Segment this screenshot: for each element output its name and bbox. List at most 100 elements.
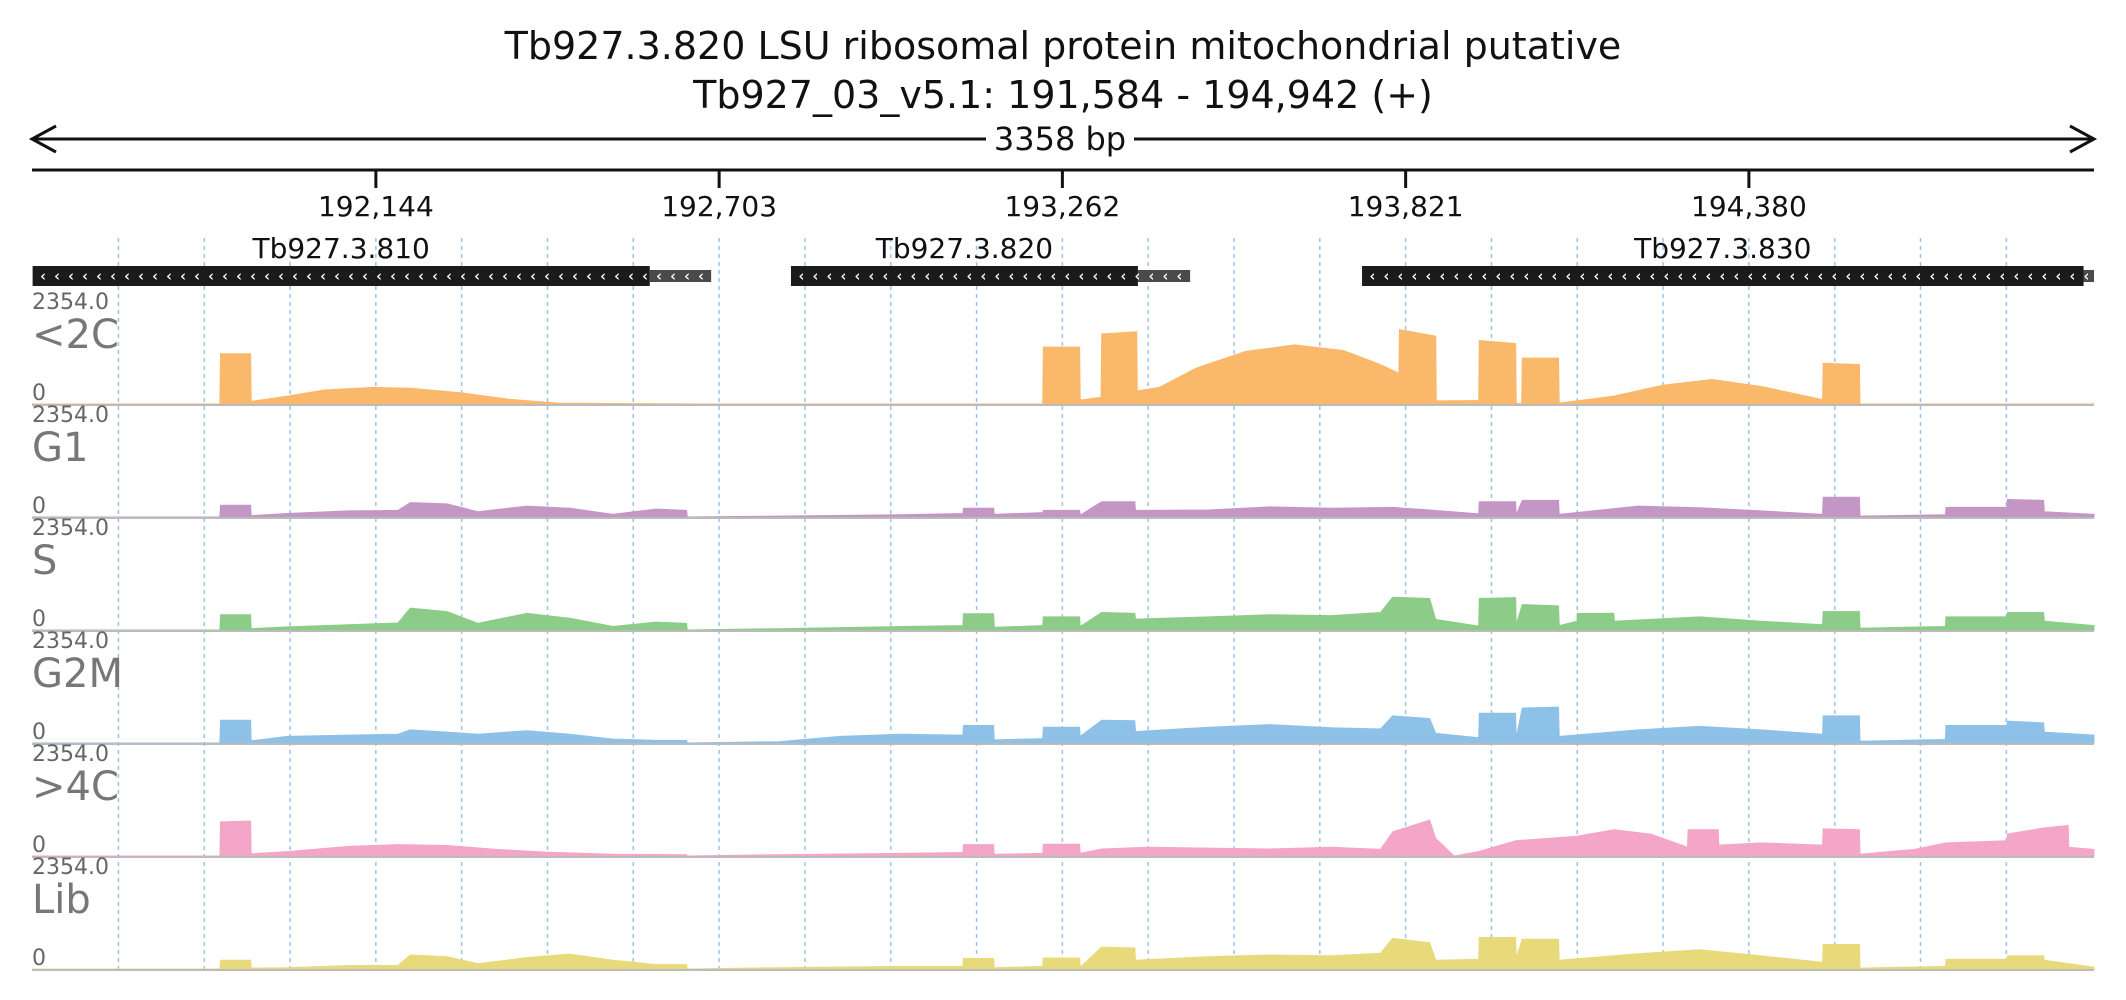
gene-Tb927.3.820[interactable]: ‹ ‹ ‹ ‹ ‹ ‹ ‹ ‹ ‹ ‹ ‹ ‹ ‹ ‹ ‹ ‹ ‹ ‹ ‹ ‹ ‹ ‹ ‹ ‹ ‹ ‹ ‹ ‹ Tb927.3.820 bbox=[790, 232, 1191, 286]
strand-chevron-icon: ‹ bbox=[979, 267, 988, 285]
strand-chevron-icon: ‹ bbox=[95, 267, 104, 285]
strand-chevron-icon: ‹ bbox=[1620, 267, 1629, 285]
strand-chevron-icon: ‹ bbox=[543, 267, 552, 285]
strand-chevron-icon: ‹ bbox=[937, 267, 946, 285]
strand-chevron-icon: ‹ bbox=[613, 267, 622, 285]
strand-chevron-icon: ‹ bbox=[1494, 267, 1503, 285]
strand-chevron-icon: ‹ bbox=[221, 267, 230, 285]
strand-chevron-icon: ‹ bbox=[1844, 267, 1853, 285]
coverage-area bbox=[32, 329, 2094, 405]
strand-chevron-icon: ‹ bbox=[1788, 267, 1797, 285]
coverage-area bbox=[32, 706, 2095, 744]
strand-chevron-icon: ‹ bbox=[1928, 267, 1937, 285]
strand-chevron-icon: ‹ bbox=[697, 267, 706, 285]
gene-label: Tb927.3.810 bbox=[251, 232, 429, 265]
strand-chevron-icon: ‹ bbox=[627, 267, 636, 285]
gene-utr bbox=[649, 270, 712, 282]
strand-chevron-icon: ‹ bbox=[1984, 267, 1993, 285]
strand-chevron-icon: ‹ bbox=[1564, 267, 1573, 285]
gene-body bbox=[790, 266, 1138, 286]
tick-label: 193,821 bbox=[1348, 190, 1464, 223]
scale-label-background bbox=[986, 122, 1134, 156]
track-min-label: 0 bbox=[32, 946, 46, 971]
track-name: Lib bbox=[32, 877, 91, 923]
strand-chevron-icon: ‹ bbox=[207, 267, 216, 285]
strand-chevron-icon: ‹ bbox=[487, 267, 496, 285]
strand-chevron-icon: ‹ bbox=[1802, 267, 1811, 285]
track-name: <2C bbox=[32, 312, 119, 358]
strand-chevron-icon: ‹ bbox=[1368, 267, 1377, 285]
strand-chevron-icon: ‹ bbox=[165, 267, 174, 285]
strand-chevron-icon: ‹ bbox=[853, 267, 862, 285]
strand-chevron-icon: ‹ bbox=[1049, 267, 1058, 285]
gene-body bbox=[1362, 266, 2084, 286]
strand-chevron-icon: ‹ bbox=[1382, 267, 1391, 285]
strand-chevron-icon: ‹ bbox=[151, 267, 160, 285]
gene-Tb927.3.830[interactable]: ‹ ‹ ‹ ‹ ‹ ‹ ‹ ‹ ‹ ‹ ‹ ‹ ‹ ‹ ‹ ‹ ‹ ‹ ‹ ‹ ‹ ‹ ‹ ‹ ‹ ‹ ‹ ‹ ‹ ‹ ‹ ‹ ‹ ‹ ‹ ‹ ‹ ‹ ‹ ‹… bbox=[1362, 232, 2094, 286]
strand-chevron-icon: ‹ bbox=[867, 267, 876, 285]
strand-chevron-icon: ‹ bbox=[1816, 267, 1825, 285]
strand-chevron-icon: ‹ bbox=[1648, 267, 1657, 285]
strand-chevron-icon: ‹ bbox=[445, 267, 454, 285]
strand-chevron-icon: ‹ bbox=[431, 267, 440, 285]
gene-Tb927.3.810[interactable]: ‹ ‹ ‹ ‹ ‹ ‹ ‹ ‹ ‹ ‹ ‹ ‹ ‹ ‹ ‹ ‹ ‹ ‹ ‹ ‹ ‹ ‹ ‹ ‹ ‹ ‹ ‹ ‹ ‹ ‹ ‹ ‹ ‹ ‹ ‹ ‹ ‹ ‹ ‹ ‹… bbox=[32, 232, 712, 286]
strand-chevron-icon: ‹ bbox=[1091, 267, 1100, 285]
strand-chevron-icon: ‹ bbox=[1133, 267, 1142, 285]
strand-chevron-icon: ‹ bbox=[1676, 267, 1685, 285]
track-min-label: 0 bbox=[32, 833, 46, 858]
strand-chevron-icon: ‹ bbox=[797, 267, 806, 285]
track-name: S bbox=[32, 538, 57, 584]
strand-chevron-icon: ‹ bbox=[993, 267, 1002, 285]
strand-chevron-icon: ‹ bbox=[825, 267, 834, 285]
tick-label: 194,380 bbox=[1691, 190, 1807, 223]
strand-chevron-icon: ‹ bbox=[1119, 267, 1128, 285]
strand-chevron-icon: ‹ bbox=[81, 267, 90, 285]
strand-chevron-icon: ‹ bbox=[137, 267, 146, 285]
track-name: G2M bbox=[32, 651, 123, 697]
strand-chevron-icon: ‹ bbox=[1662, 267, 1671, 285]
gene-utr bbox=[1137, 270, 1191, 282]
strand-chevron-icon: ‹ bbox=[291, 267, 300, 285]
strand-chevron-icon: ‹ bbox=[683, 267, 692, 285]
strand-chevron-icon: ‹ bbox=[375, 267, 384, 285]
strand-chevron-icon: ‹ bbox=[1161, 267, 1170, 285]
strand-chevron-icon: ‹ bbox=[1410, 267, 1419, 285]
strand-chevron-icon: ‹ bbox=[1900, 267, 1909, 285]
track-4: 2354.0>4C 0 bbox=[32, 742, 2095, 858]
strand-chevron-icon: ‹ bbox=[1175, 267, 1184, 285]
strand-chevron-icon: ‹ bbox=[1522, 267, 1531, 285]
strand-chevron-icon: ‹ bbox=[529, 267, 538, 285]
track-min-label: 0 bbox=[32, 720, 46, 745]
strand-chevron-icon: ‹ bbox=[67, 267, 76, 285]
strand-chevron-icon: ‹ bbox=[655, 267, 664, 285]
strand-chevron-icon: ‹ bbox=[39, 267, 48, 285]
strand-chevron-icon: ‹ bbox=[1147, 267, 1156, 285]
strand-chevron-icon: ‹ bbox=[923, 267, 932, 285]
strand-chevron-icon: ‹ bbox=[2040, 267, 2049, 285]
strand-chevron-icon: ‹ bbox=[1760, 267, 1769, 285]
coverage-tracks: 2354.0<2C02354.0G102354.0S02354.0G2M0235… bbox=[32, 290, 2095, 971]
strand-chevron-icon: ‹ bbox=[599, 267, 608, 285]
strand-chevron-icon: ‹ bbox=[459, 267, 468, 285]
coordinate-ticks: 192,144 192,703 193,262 193,821 194,380 bbox=[318, 170, 1807, 223]
gene-label: Tb927.3.830 bbox=[1633, 232, 1811, 265]
strand-chevron-icon: ‹ bbox=[1704, 267, 1713, 285]
strand-chevron-icon: ‹ bbox=[263, 267, 272, 285]
strand-chevron-icon: ‹ bbox=[109, 267, 118, 285]
strand-chevron-icon: ‹ bbox=[1466, 267, 1475, 285]
strand-chevron-icon: ‹ bbox=[1872, 267, 1881, 285]
strand-chevron-icon: ‹ bbox=[1690, 267, 1699, 285]
strand-chevron-icon: ‹ bbox=[1858, 267, 1867, 285]
strand-chevron-icon: ‹ bbox=[811, 267, 820, 285]
coverage-area bbox=[32, 937, 2095, 970]
strand-chevron-icon: ‹ bbox=[1592, 267, 1601, 285]
gene-annotation-track: ‹ ‹ ‹ ‹ ‹ ‹ ‹ ‹ ‹ ‹ ‹ ‹ ‹ ‹ ‹ ‹ ‹ ‹ ‹ ‹ ‹ ‹ ‹ ‹ ‹ ‹ ‹ ‹ ‹ ‹ ‹ ‹ ‹ ‹ ‹ ‹ ‹ ‹ ‹ ‹… bbox=[32, 232, 2094, 286]
gene-label: Tb927.3.820 bbox=[875, 232, 1053, 265]
strand-chevron-icon: ‹ bbox=[361, 267, 370, 285]
strand-chevron-icon: ‹ bbox=[403, 267, 412, 285]
strand-chevron-icon: ‹ bbox=[1746, 267, 1755, 285]
strand-chevron-icon: ‹ bbox=[1942, 267, 1951, 285]
strand-chevron-icon: ‹ bbox=[305, 267, 314, 285]
strand-chevron-icon: ‹ bbox=[557, 267, 566, 285]
tick-label: 192,144 bbox=[318, 190, 434, 223]
